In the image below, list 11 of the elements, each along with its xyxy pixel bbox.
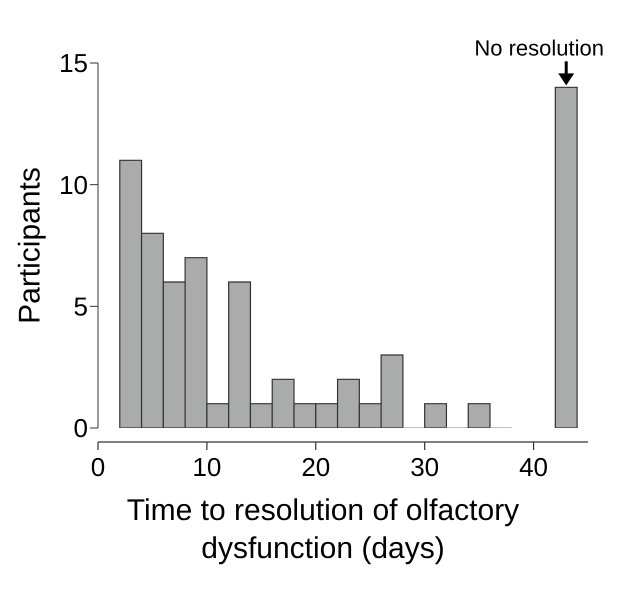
y-tick-label: 10	[59, 170, 88, 200]
x-axis-title: Time to resolution of olfactory dysfunction (days)	[126, 493, 520, 567]
x-tick-label: 10	[192, 452, 222, 482]
x-tick-label: 30	[410, 452, 440, 482]
y-tick-label: 15	[59, 48, 88, 78]
y-tick-label: 5	[74, 292, 88, 322]
x-tick-label: 40	[519, 452, 548, 482]
y-tick-label: 0	[74, 413, 88, 444]
x-tick-label: 20	[301, 452, 330, 482]
annotation: No resolution	[474, 35, 604, 60]
y-axis-title: Participants	[14, 167, 47, 324]
